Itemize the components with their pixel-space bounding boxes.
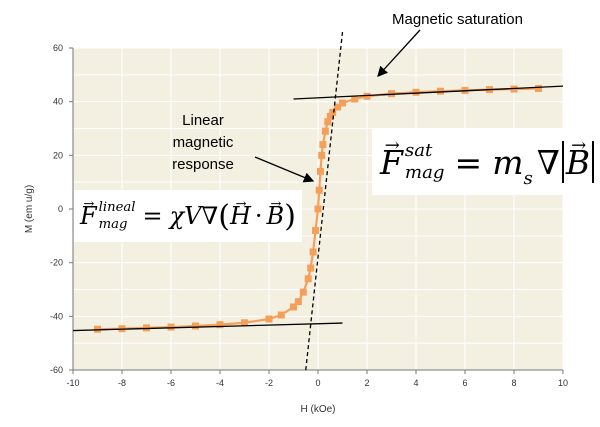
mag-subscript: mag <box>404 162 445 184</box>
dot-operator: · <box>254 202 263 230</box>
y-tick-label: 60 <box>53 43 63 53</box>
y-tick-label: 0 <box>58 204 63 214</box>
x-tick-label: -8 <box>118 378 126 388</box>
x-tick-label: -2 <box>265 378 273 388</box>
x-tick-label: 10 <box>558 378 568 388</box>
data-point <box>326 112 334 120</box>
data-point <box>307 264 315 272</box>
data-point <box>192 322 199 330</box>
data-point <box>315 186 323 194</box>
equals-sign: = <box>142 202 163 230</box>
data-point <box>437 87 444 95</box>
data-point <box>321 127 329 135</box>
data-point <box>535 85 542 93</box>
annotations: Magnetic saturation Linear magnetic respons… <box>172 11 523 183</box>
data-point <box>167 323 175 331</box>
data-point <box>318 151 326 159</box>
b-field-vector-symbol: B <box>267 202 285 230</box>
data-point <box>294 298 302 306</box>
data-point <box>316 167 324 175</box>
data-point <box>324 118 332 126</box>
h-field-vector-symbol: H <box>230 202 251 230</box>
data-point <box>241 319 248 327</box>
x-tick-label: -4 <box>216 378 224 388</box>
annotation-magnetic-saturation: Magnetic saturation <box>392 11 523 28</box>
nabla-symbol: ∇ <box>201 202 219 230</box>
y-axis-label: M (em u/g) <box>24 185 35 233</box>
data-point <box>312 226 320 234</box>
annotation-linear-line: Linear <box>182 112 224 129</box>
data-point <box>277 311 285 319</box>
y-tick-label: 40 <box>53 97 63 107</box>
data-point <box>309 248 317 256</box>
abs-right-bar <box>592 141 595 183</box>
data-point <box>290 303 297 311</box>
moment-subscript: s <box>523 168 533 189</box>
data-point <box>304 275 312 283</box>
volume-symbol: V <box>184 202 202 230</box>
y-tick-label: -40 <box>50 311 63 321</box>
x-tick-label: 8 <box>511 378 516 388</box>
abs-left-bar <box>561 141 564 183</box>
series-line <box>97 87 539 331</box>
data-point <box>265 315 273 323</box>
data-point <box>334 103 342 111</box>
force-vector-symbol: F <box>380 143 403 182</box>
data-point <box>319 141 327 149</box>
data-point <box>351 95 359 103</box>
nabla-symbol: ∇ <box>536 142 560 182</box>
chi-symbol: χ <box>169 202 185 230</box>
data-point <box>329 108 337 116</box>
equals-sign: = <box>454 142 483 182</box>
moment-symbol: m <box>492 142 524 182</box>
mag-subscript: mag <box>98 216 128 232</box>
linear-response-arrow <box>254 156 315 183</box>
linear-force-equation: F lineal mag = χ V ∇ ( H · B ) <box>74 190 302 242</box>
data-point <box>339 99 346 107</box>
x-tick-label: 4 <box>413 378 418 388</box>
data-point <box>388 90 395 98</box>
x-tick-label: 2 <box>364 378 369 388</box>
data-point <box>314 205 322 213</box>
annotation-linear-line: magnetic <box>173 134 234 151</box>
right-paren: ) <box>284 198 296 234</box>
y-tick-label: -60 <box>50 365 63 375</box>
guide-lines <box>72 31 564 371</box>
x-tick-label: -10 <box>66 378 79 388</box>
saturation-force-equation: F sat mag = m s ∇ B <box>372 129 600 195</box>
lineal-superscript: lineal <box>98 200 136 216</box>
linear-fit-dashed-line <box>305 31 344 371</box>
y-tick-label: 20 <box>53 150 63 160</box>
left-paren: ( <box>218 198 230 234</box>
data-point <box>363 92 371 100</box>
b-field-vector-symbol: B <box>566 143 590 182</box>
data-point <box>216 321 224 329</box>
saturation-line-lower <box>72 322 343 332</box>
saturation-line-upper <box>293 85 564 100</box>
saturation-superscript: sat <box>404 139 433 161</box>
x-tick-label: -6 <box>167 378 175 388</box>
force-vector-symbol: F <box>80 202 97 230</box>
x-tick-label: 0 <box>315 378 320 388</box>
x-axis-label: H (kOe) <box>301 404 336 415</box>
y-tick-label: -20 <box>50 258 63 268</box>
data-point <box>412 88 420 96</box>
x-tick-label: 6 <box>462 378 467 388</box>
saturation-arrow <box>377 29 421 77</box>
data-point <box>94 325 101 333</box>
data-point <box>299 288 307 296</box>
annotation-linear-line: response <box>172 156 234 173</box>
